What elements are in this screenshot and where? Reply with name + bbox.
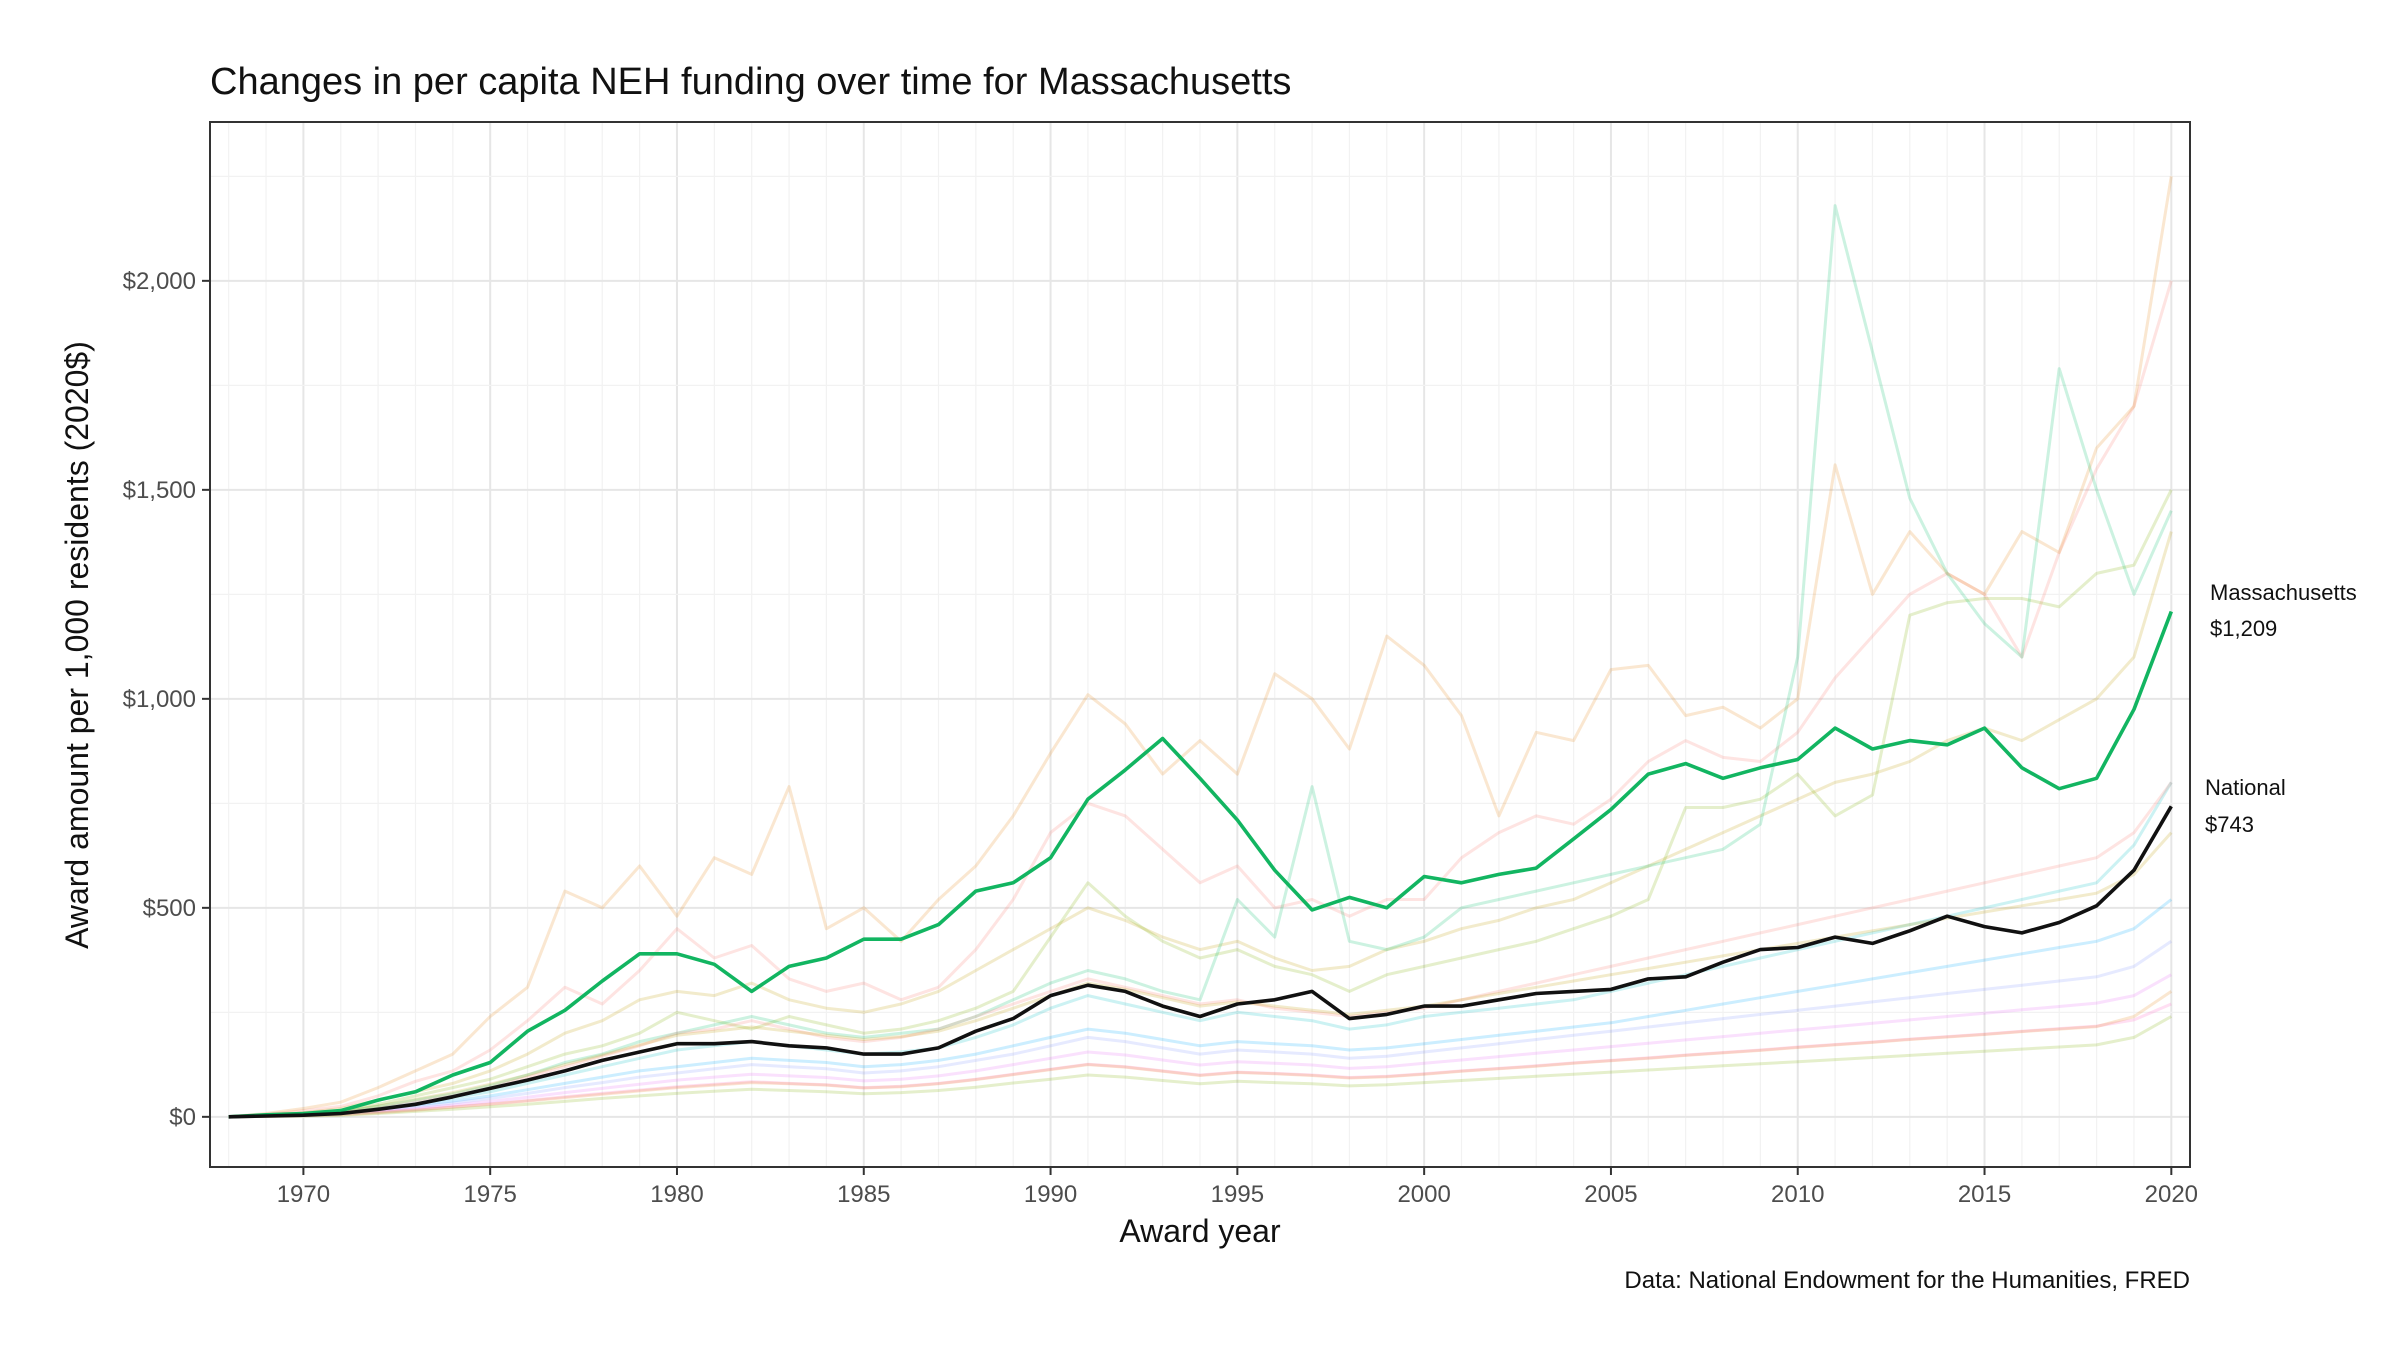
y-axis-ticks: $0 $500 $1,000 $1,500 $2,000: [123, 268, 210, 1131]
x-tick-label: 1970: [277, 1181, 330, 1208]
background-series-line: [228, 1002, 2172, 1119]
end-labels: Massachusetts $1,209 National $743: [2205, 580, 2357, 837]
background-series-line: [228, 489, 2173, 1119]
background-series-line: [228, 1015, 2173, 1119]
x-tick-label: 1990: [1024, 1181, 1077, 1208]
y-axis-title: Award amount per 1,000 residents (2020$): [59, 341, 95, 949]
y-tick-label: $2,000: [123, 268, 196, 295]
data-source-caption: Data: National Endowment for the Humanit…: [1624, 1267, 2190, 1294]
x-tick-label: 2015: [1958, 1181, 2011, 1208]
background-series-line: [228, 973, 2173, 1119]
background-series-line: [228, 898, 2173, 1119]
x-tick-label: 1975: [463, 1181, 516, 1208]
end-label-name-national: National: [2205, 775, 2286, 800]
end-label-value-national: $743: [2205, 812, 2254, 837]
chart-title: Changes in per capita NEH funding over t…: [210, 61, 1291, 103]
plot-panel-border: [209, 121, 2191, 1168]
y-tick-label: $1,000: [123, 686, 196, 713]
background-series-line: [228, 781, 2173, 1119]
x-axis-title: Award year: [1119, 1213, 1281, 1249]
background-series-line: [228, 176, 2173, 1119]
grid: [210, 122, 2190, 1167]
y-tick-label: $500: [143, 895, 196, 922]
end-label-name-massachusetts: Massachusetts: [2210, 580, 2357, 605]
x-tick-label: 1985: [837, 1181, 890, 1208]
x-tick-label: 1980: [650, 1181, 703, 1208]
x-tick-label: 2005: [1584, 1181, 1637, 1208]
x-tick-label: 1995: [1211, 1181, 1264, 1208]
x-tick-label: 2010: [1771, 1181, 1824, 1208]
background-series-line: [228, 531, 2173, 1119]
x-axis-ticks: 1970 1975 1980 1985 1990 1995 2000 2005 2010 2015…: [277, 1167, 2198, 1208]
background-series-line: [228, 990, 2173, 1119]
x-tick-label: 2000: [1397, 1181, 1450, 1208]
x-tick-label: 2020: [2145, 1181, 2198, 1208]
background-series-line: [228, 940, 2173, 1119]
background-series-line: [228, 204, 2173, 1119]
y-tick-label: $0: [169, 1104, 196, 1131]
series-line-national: [228, 805, 2173, 1119]
y-tick-label: $1,500: [123, 477, 196, 504]
series-line-massachusetts: [228, 610, 2173, 1119]
highlight-series-group: [228, 610, 2173, 1119]
background-series-line: [228, 280, 2173, 1119]
background-series-group: [228, 176, 2173, 1119]
background-series-line: [228, 831, 2173, 1119]
end-label-value-massachusetts: $1,209: [2210, 616, 2277, 641]
